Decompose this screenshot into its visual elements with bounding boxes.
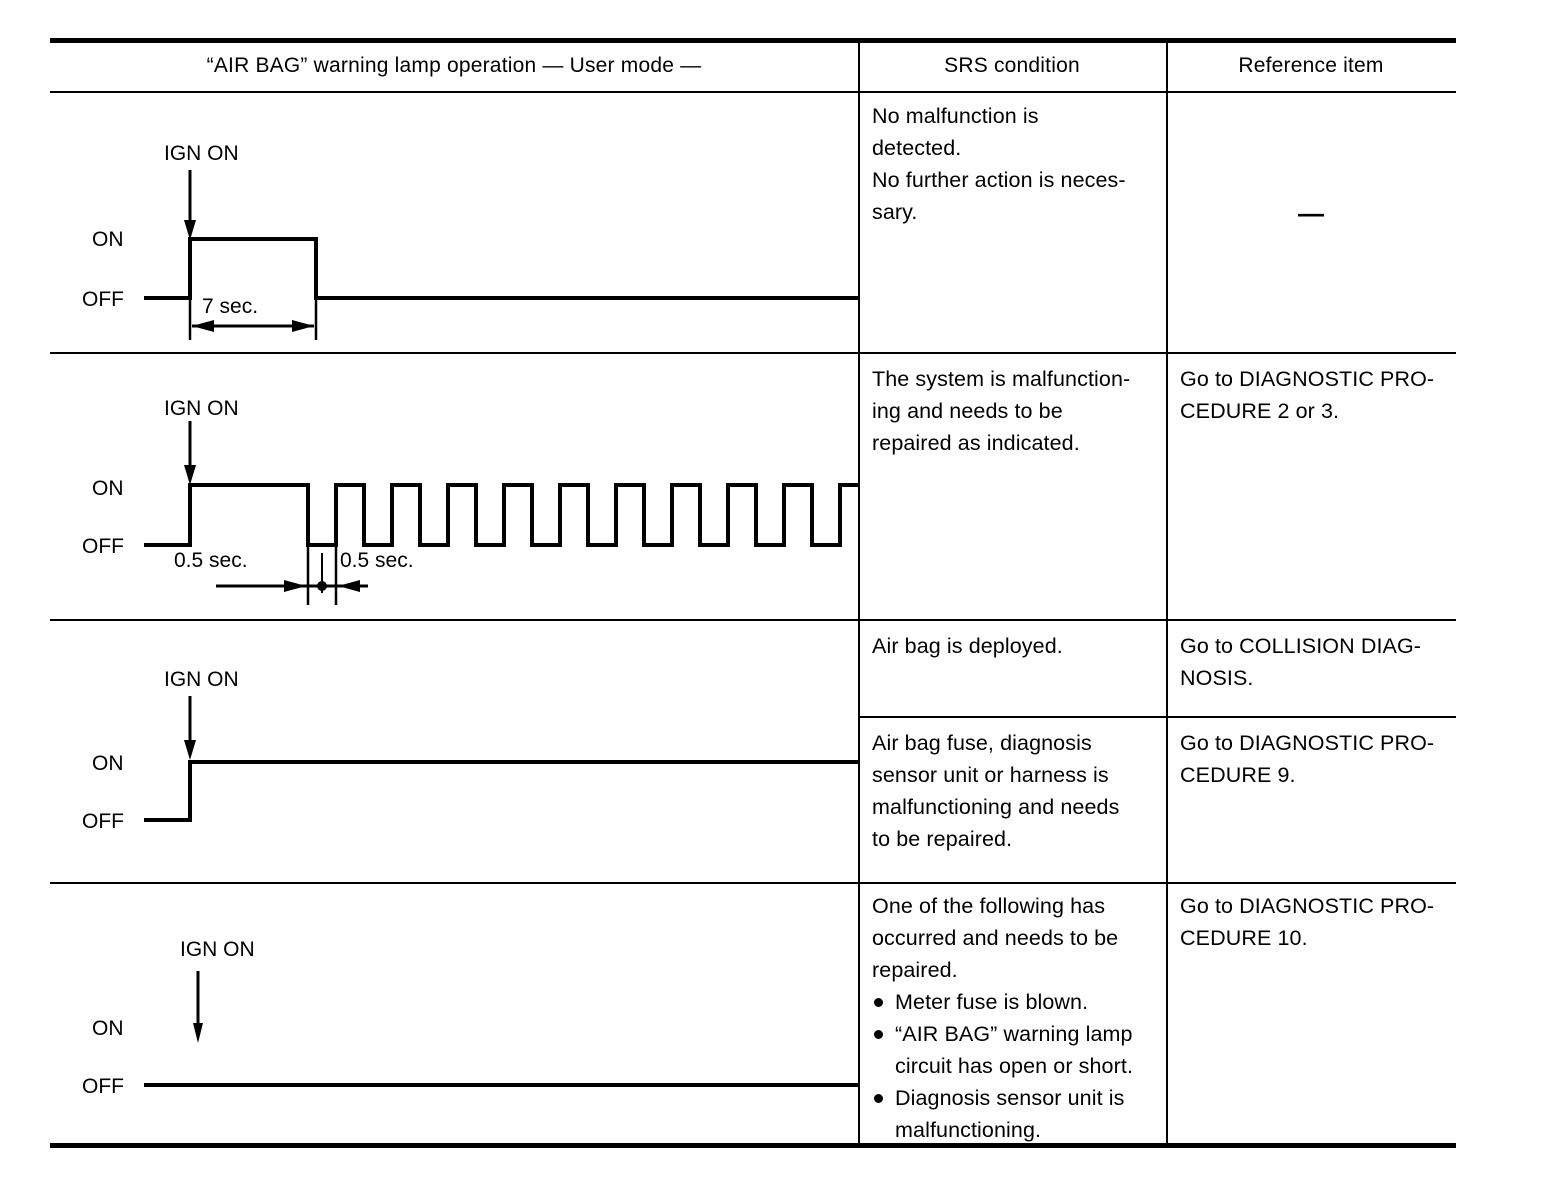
warning-lamp-operation-table: “AIR BAG” warning lamp operation — User … (50, 38, 1456, 1148)
header-bottom-border (50, 91, 1456, 93)
srs-line: repaired as indicated. (872, 431, 1080, 455)
srs-line: to be repaired. (872, 827, 1013, 851)
srs-line: detected. (872, 136, 962, 160)
reference-line: Go to DIAGNOSTIC PRO- (1180, 894, 1435, 918)
srs-bullet-text: Diagnosis sensor unit is (895, 1086, 1125, 1110)
bullet-dot-icon (874, 1094, 883, 1103)
srs-condition-row-1: No malfunction is detected. No further a… (872, 100, 1162, 228)
srs-line: malfunctioning and needs (872, 795, 1120, 819)
ign-on-label: IGN ON (164, 668, 239, 691)
duration-label: 7 sec. (202, 295, 258, 318)
srs-line: occurred and needs to be (872, 926, 1119, 950)
row-divider-2 (50, 619, 1456, 621)
srs-bullet-item: Meter fuse is blown. (872, 986, 1164, 1018)
table-bottom-border (50, 1143, 1456, 1148)
off-label: OFF (82, 288, 124, 311)
srs-bullet-continuation: malfunctioning. (895, 1118, 1042, 1142)
srs-line: sary. (872, 200, 918, 224)
reference-line: CEDURE 2 or 3. (1180, 399, 1340, 423)
bullet-dot-icon (874, 998, 883, 1007)
on-label: ON (92, 477, 124, 500)
column-divider-1 (858, 40, 860, 1145)
srs-condition-row-2: The system is malfunction- ing and needs… (872, 363, 1162, 459)
on-label: ON (92, 752, 124, 775)
reference-line: Go to COLLISION DIAG- (1180, 634, 1422, 658)
row-divider-3 (50, 882, 1456, 884)
waveform-seven-second-pulse: IGN ON ON OFF 7 sec. (68, 108, 858, 343)
srs-line: Air bag is deployed. (872, 634, 1063, 658)
reference-line: Go to DIAGNOSTIC PRO- (1180, 367, 1435, 391)
srs-line: One of the following has (872, 894, 1106, 918)
duration-label-left: 0.5 sec. (174, 549, 248, 572)
waveform-steady-off: IGN ON ON OFF (68, 903, 858, 1113)
srs-bullet-item: Diagnosis sensor unit is (872, 1082, 1164, 1114)
reference-item-row-4: Go to DIAGNOSTIC PRO- CEDURE 10. (1180, 890, 1456, 954)
srs-line: sensor unit or harness is (872, 763, 1109, 787)
table-top-border (50, 38, 1456, 43)
row3-internal-divider (858, 716, 1456, 718)
srs-condition-row-3b: Air bag fuse, diagnosis sensor unit or h… (872, 727, 1162, 855)
srs-line: No further action is neces- (872, 168, 1126, 192)
srs-line: Air bag fuse, diagnosis (872, 731, 1092, 755)
column-divider-2 (1166, 40, 1168, 1145)
srs-bullet-text: “AIR BAG” warning lamp (895, 1022, 1133, 1046)
srs-bullet-continuation: circuit has open or short. (895, 1054, 1134, 1078)
on-label: ON (92, 1017, 124, 1040)
reference-line: NOSIS. (1180, 666, 1254, 690)
reference-item-row-1: — (1298, 198, 1324, 228)
waveform-flashing-pulse-train: IGN ON ON OFF 0.5 sec. (68, 363, 858, 608)
reference-line: Go to DIAGNOSTIC PRO- (1180, 731, 1435, 755)
srs-bullet-item: “AIR BAG” warning lamp (872, 1018, 1164, 1050)
ign-on-label: IGN ON (164, 397, 239, 420)
header-lamp-operation: “AIR BAG” warning lamp operation — User … (206, 54, 702, 77)
srs-bullet-text: Meter fuse is blown. (895, 990, 1089, 1014)
header-srs-condition: SRS condition (944, 54, 1080, 77)
ign-on-label: IGN ON (164, 142, 239, 165)
srs-condition-row-3a: Air bag is deployed. (872, 630, 1162, 662)
reference-line: CEDURE 9. (1180, 763, 1296, 787)
reference-item-row-3b: Go to DIAGNOSTIC PRO- CEDURE 9. (1180, 727, 1456, 791)
srs-line: No malfunction is (872, 104, 1039, 128)
srs-line: The system is malfunction- (872, 367, 1131, 391)
srs-line: repaired. (872, 958, 958, 982)
off-label: OFF (82, 810, 124, 833)
bullet-dot-icon (874, 1030, 883, 1039)
srs-condition-row-4: One of the following has occurred and ne… (872, 890, 1164, 1146)
ign-on-label: IGN ON (180, 938, 255, 961)
off-label: OFF (82, 1075, 124, 1098)
reference-item-row-2: Go to DIAGNOSTIC PRO- CEDURE 2 or 3. (1180, 363, 1456, 427)
reference-line: CEDURE 10. (1180, 926, 1308, 950)
row-divider-1 (50, 352, 1456, 354)
off-label: OFF (82, 535, 124, 558)
header-reference-item: Reference item (1238, 54, 1384, 77)
duration-label-right: 0.5 sec. (340, 549, 414, 572)
on-label: ON (92, 228, 124, 251)
waveform-steady-on: IGN ON ON OFF (68, 638, 858, 838)
srs-line: ing and needs to be (872, 399, 1063, 423)
reference-item-row-3a: Go to COLLISION DIAG- NOSIS. (1180, 630, 1456, 694)
